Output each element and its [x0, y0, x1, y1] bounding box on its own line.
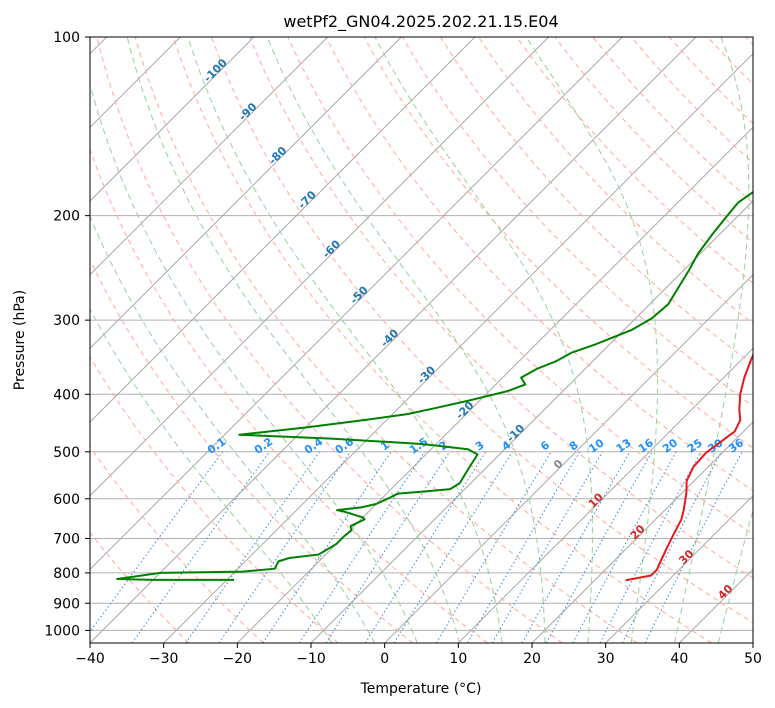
- mixing-ratio-line: [521, 451, 631, 643]
- isotherm-line: [90, 37, 402, 350]
- y-axis-title: Pressure (hPa): [12, 290, 28, 390]
- moist-adiabat-line: [717, 508, 753, 643]
- isotherm-line: [90, 37, 329, 276]
- mixing-ratio-line: [572, 451, 677, 643]
- dry-adiabat-line: [90, 531, 190, 643]
- y-tick-label: 200: [53, 209, 80, 225]
- isotherm-line: [90, 37, 697, 643]
- isotherm-line: [90, 37, 476, 423]
- dry-adiabat-line: [401, 37, 753, 407]
- moist-adiabat-line: [126, 37, 461, 643]
- isotherm-line: [90, 37, 623, 571]
- dry-adiabat-line: [96, 37, 563, 643]
- mixing-ratio-line: [599, 451, 702, 643]
- mixing-ratio-line: [218, 451, 351, 643]
- x-tick-label: 40: [670, 651, 688, 667]
- isotherm-line: [384, 273, 753, 643]
- y-tick-label: 1000: [44, 623, 80, 639]
- x-axis-ticks: −40 −30 −20 −10 0 10 20 30 40 50: [75, 643, 762, 667]
- moist-adiabat-line: [90, 82, 418, 643]
- moist-adiabat-line: [525, 37, 659, 643]
- dry-adiabat-line: [287, 37, 753, 535]
- mixing-ratio-line: [131, 451, 271, 643]
- mixing-ratio-line: [185, 451, 321, 643]
- x-tick-label: −40: [75, 651, 105, 667]
- x-tick-label: 50: [744, 651, 762, 667]
- dry-adiabat-line: [90, 258, 414, 643]
- x-tick-label: −30: [149, 651, 179, 667]
- mixing-ratio-line: [364, 451, 487, 643]
- dry-adiabat-line: [439, 37, 753, 366]
- dry-adiabat-line: [363, 37, 753, 449]
- isotherm-line: [163, 52, 753, 643]
- mixing-ratio-line: [262, 451, 392, 643]
- moist-adiabat-line: [90, 307, 333, 643]
- mixing-ratio-line: [545, 451, 653, 643]
- x-tick-label: −10: [296, 651, 326, 667]
- dry-adiabat-line: [210, 37, 753, 624]
- mixing-ratio-line: [325, 451, 451, 643]
- dry-adiabat-line: [249, 37, 753, 579]
- y-tick-label: 400: [53, 387, 80, 403]
- moist-adiabat-line: [674, 37, 750, 643]
- isotherm-line: [90, 37, 550, 497]
- moist-adiabat-line: [374, 37, 594, 643]
- y-axis-ticks: 100 200 300 400 500 600 700 800 900 1000: [44, 30, 90, 639]
- y-tick-label: 600: [53, 492, 80, 508]
- y-tick-label: 300: [53, 313, 80, 329]
- isotherm-line: [605, 494, 753, 643]
- moist-adiabat-line: [266, 37, 546, 643]
- y-tick-label: 500: [53, 445, 80, 461]
- profile-series: [116, 190, 753, 582]
- y-tick-label: 700: [53, 532, 80, 548]
- reference-lines: [90, 37, 753, 643]
- chart-title: wetPf2_GN04.2025.202.21.15.E04: [283, 12, 558, 32]
- y-tick-label: 100: [53, 30, 80, 46]
- x-tick-label: 20: [523, 651, 541, 667]
- plot-frame: [89, 36, 754, 644]
- mixing-ratio-line: [90, 451, 224, 633]
- x-tick-label: −20: [223, 651, 253, 667]
- isotherm-line: [531, 421, 753, 643]
- dry-adiabat-line: [90, 355, 339, 643]
- moist-adiabat-line: [90, 215, 376, 643]
- x-tick-label: 30: [597, 651, 615, 667]
- temperature-profile-line: [625, 352, 753, 582]
- x-axis-title: Temperature (°C): [360, 681, 482, 697]
- moist-adiabat-line: [187, 37, 503, 643]
- mixing-ratio-line: [435, 451, 552, 643]
- isotherm-line: [90, 37, 255, 202]
- dry-adiabat-line: [134, 37, 638, 643]
- y-tick-label: 800: [53, 566, 80, 582]
- x-tick-label: 10: [449, 651, 467, 667]
- y-tick-label: 900: [53, 596, 80, 612]
- isotherm-line: [457, 347, 753, 643]
- dewpoint-profile-line: [116, 190, 753, 581]
- x-tick-label: 0: [380, 651, 389, 667]
- mixing-ratio-line: [644, 451, 743, 643]
- dry-adiabat-line: [325, 37, 753, 492]
